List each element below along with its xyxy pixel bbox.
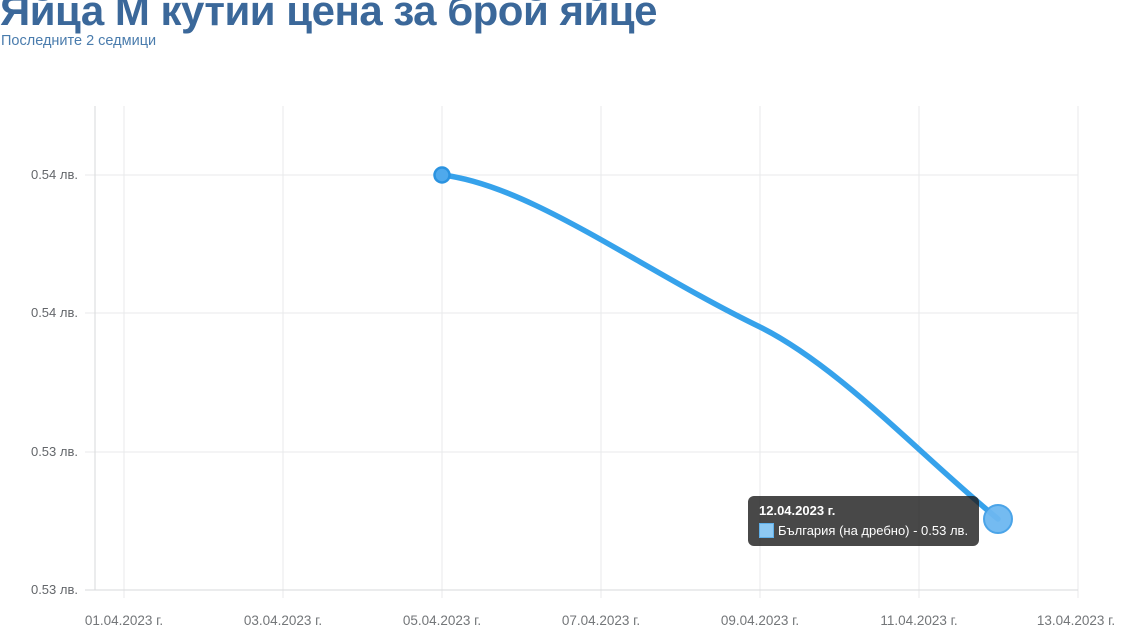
price-line-series xyxy=(439,172,1001,522)
chart-subtitle: Последните 2 седмици xyxy=(1,33,157,49)
x-axis-tick-label: 03.04.2023 г. xyxy=(243,613,323,628)
x-axis-tick-label: 01.04.2023 г. xyxy=(84,613,164,628)
chart-tooltip: 12.04.2023 г. България (на дребно) - 0.5… xyxy=(748,496,980,546)
x-axis-tick-label: 11.04.2023 г. xyxy=(880,613,958,628)
y-axis-tick-label: 0.53 лв. xyxy=(30,444,78,459)
data-point-05-04[interactable] xyxy=(433,166,451,184)
tooltip-date: 12.04.2023 г. xyxy=(759,503,836,518)
page-title: Яйца М кутии цена за брой яйце xyxy=(0,0,657,34)
y-axis-tick-label: 0.54 лв. xyxy=(30,167,78,182)
horizontal-gridlines xyxy=(85,174,1078,453)
x-axis-tick-label: 05.04.2023 г. xyxy=(402,613,482,628)
tooltip-series-value: България (на дребно) - 0.53 лв. xyxy=(778,523,969,538)
data-point-12-04-hovered[interactable] xyxy=(983,504,1013,534)
x-axis-tick-label: 09.04.2023 г. xyxy=(720,613,800,628)
x-axis-tick-label: 07.04.2023 г. xyxy=(561,613,641,628)
y-axis-tick-label: 0.53 лв. xyxy=(30,582,78,597)
series-color-swatch-icon xyxy=(759,523,774,538)
vertical-gridlines xyxy=(123,106,1079,598)
x-axis-tick-label: 13.04.2023 г. xyxy=(1036,613,1116,628)
y-axis-tick-label: 0.54 лв. xyxy=(30,305,78,320)
tooltip-series-row: България (на дребно) - 0.53 лв. xyxy=(759,523,968,538)
